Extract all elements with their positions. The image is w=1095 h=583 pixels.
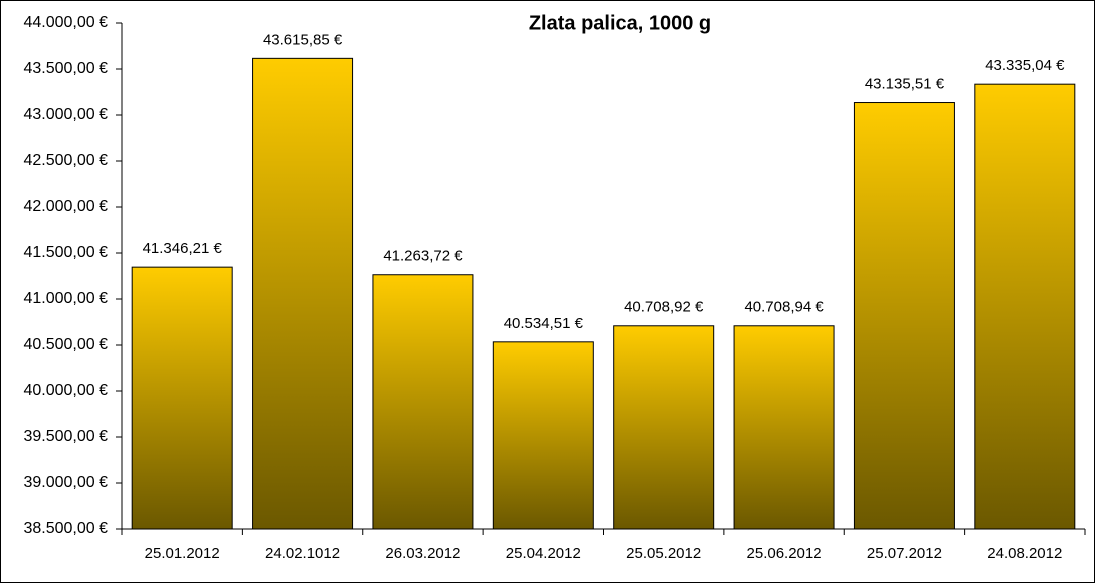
y-tick-label: 39.000,00 € [23, 474, 108, 491]
bar [492, 341, 594, 530]
bar [372, 274, 474, 530]
chart-title: Zlata palica, 1000 g [529, 12, 711, 34]
x-tick-label: 25.04.2012 [506, 545, 581, 562]
value-label: 40.708,92 € [624, 299, 704, 316]
bar [131, 266, 233, 530]
x-tick-label: 24.02.1012 [265, 545, 340, 562]
y-tick-label: 42.000,00 € [23, 198, 108, 215]
bar [853, 102, 955, 530]
value-label: 40.708,94 € [744, 299, 824, 316]
y-tick-label: 42.500,00 € [23, 152, 108, 169]
y-tick-label: 41.000,00 € [23, 290, 108, 307]
value-label: 41.263,72 € [383, 248, 463, 265]
bar [252, 57, 354, 530]
y-tick-label: 40.000,00 € [23, 382, 108, 399]
bar [613, 325, 715, 530]
x-tick-label: 25.01.2012 [145, 545, 220, 562]
x-tick-label: 25.06.2012 [747, 545, 822, 562]
value-label: 43.135,51 € [865, 76, 945, 93]
bar [974, 83, 1076, 530]
y-tick-label: 40.500,00 € [23, 336, 108, 353]
value-label: 41.346,21 € [143, 240, 223, 257]
y-tick-label: 41.500,00 € [23, 244, 108, 261]
x-tick-label: 24.08.2012 [987, 545, 1062, 562]
x-tick-label: 26.03.2012 [385, 545, 460, 562]
bar [733, 325, 835, 530]
y-tick-label: 44.000,00 € [23, 14, 108, 31]
value-label: 43.335,04 € [985, 57, 1065, 74]
value-label: 40.534,51 € [504, 315, 584, 332]
x-tick-label: 25.05.2012 [626, 545, 701, 562]
y-tick-label: 39.500,00 € [23, 428, 108, 445]
y-tick-label: 43.000,00 € [23, 106, 108, 123]
y-tick-label: 43.500,00 € [23, 60, 108, 77]
x-tick-label: 25.07.2012 [867, 545, 942, 562]
value-label: 43.615,85 € [263, 31, 343, 48]
y-tick-label: 38.500,00 € [23, 520, 108, 537]
